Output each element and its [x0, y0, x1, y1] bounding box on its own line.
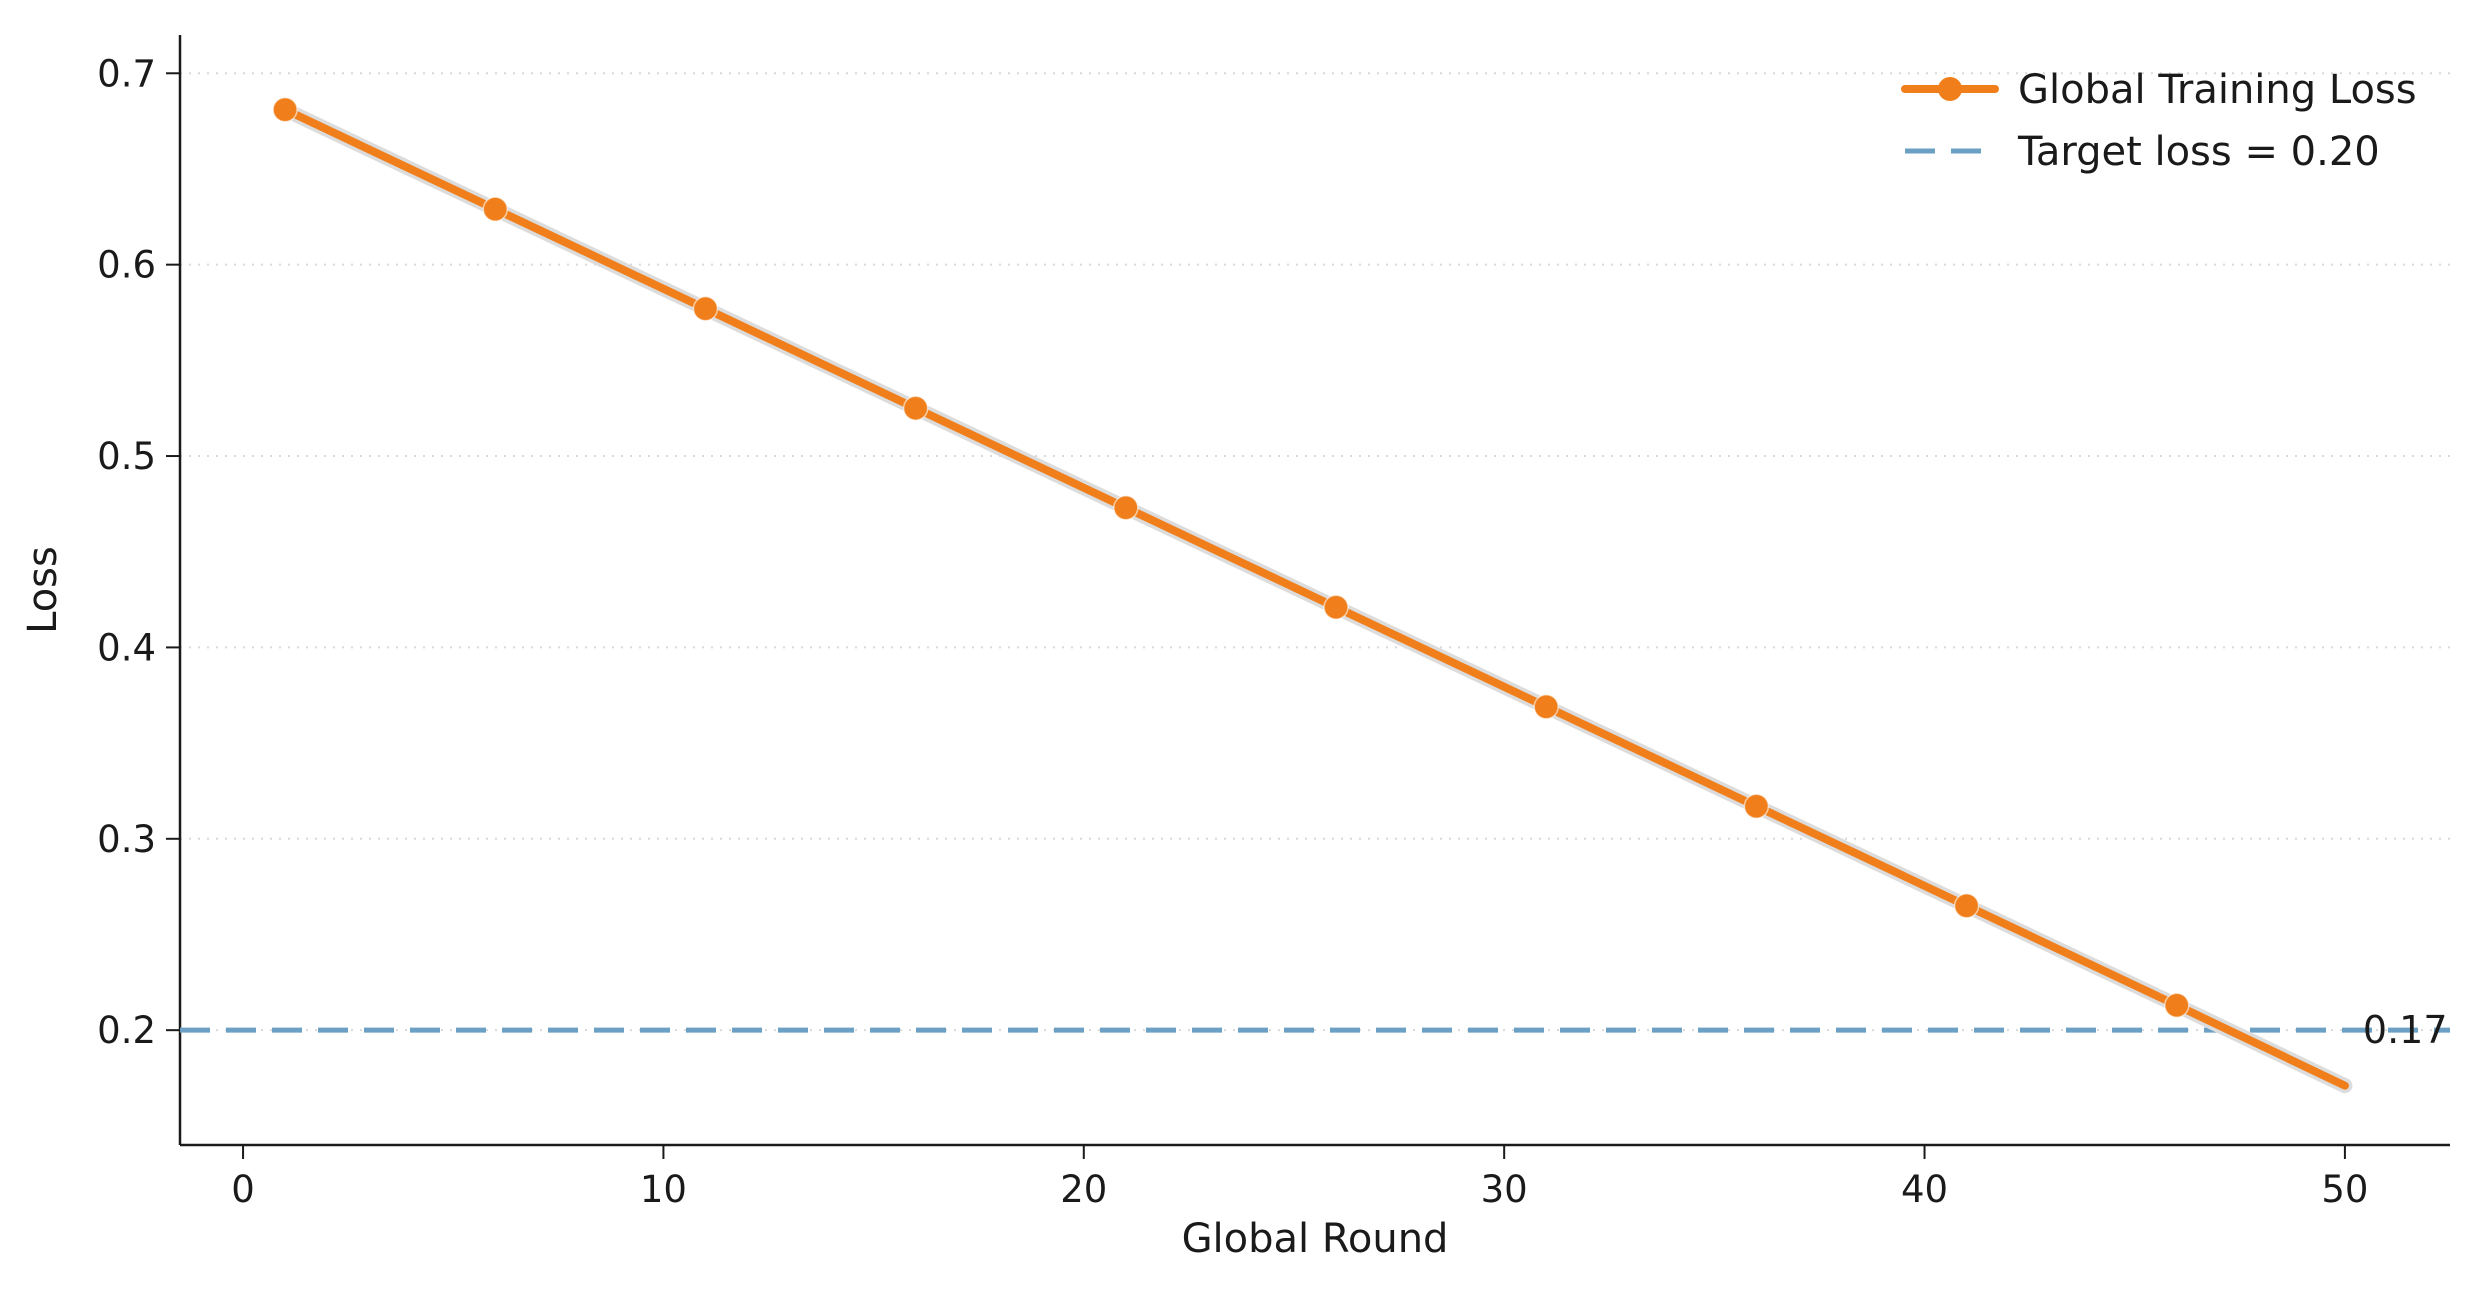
- legend-series-label: Global Training Loss: [2018, 67, 2417, 113]
- legend: Global Training Loss Target loss = 0.20: [1901, 67, 2417, 175]
- y-tick-label: 0.7: [97, 52, 156, 95]
- x-tick-label: 20: [1060, 1168, 1107, 1211]
- training-loss-line: [281, 105, 2349, 1090]
- training-loss-point: [692, 295, 719, 322]
- training-loss-point: [272, 96, 298, 123]
- labels-layer: Global Round Loss 0.17: [20, 546, 2448, 1262]
- y-tick-label: 0.2: [97, 1009, 156, 1052]
- x-tick-label: 0: [231, 1168, 255, 1211]
- training-loss-point: [1743, 793, 1770, 820]
- training-loss-point: [902, 395, 929, 421]
- training-loss-point: [2164, 992, 2190, 1019]
- x-tick-label: 50: [2321, 1168, 2368, 1211]
- x-tick-label: 40: [1901, 1168, 1948, 1211]
- training-loss-point: [1533, 693, 1559, 720]
- legend-series-marker: [1938, 77, 1962, 101]
- x-axis-label: Global Round: [1182, 1216, 1449, 1262]
- training-loss-point: [482, 196, 509, 222]
- training-loss-point: [1323, 594, 1349, 620]
- legend-target-label: Target loss = 0.20: [2017, 129, 2380, 175]
- axes-layer: 0.2 0.3 0.4 0.5 0.6 0.7 0 10 20 30 40 50: [97, 35, 2450, 1211]
- x-tick-label: 30: [1481, 1168, 1528, 1211]
- x-tick-label: 10: [640, 1168, 687, 1211]
- y-tick-label: 0.5: [97, 435, 156, 478]
- y-axis-label: Loss: [20, 546, 66, 634]
- series-layer: [272, 96, 2353, 1094]
- y-tick-label: 0.4: [97, 626, 156, 669]
- end-value-annotation: 0.17: [2363, 1008, 2448, 1052]
- training-loss-point: [1953, 893, 1980, 919]
- training-loss-point: [1113, 494, 1139, 521]
- y-tick-label: 0.6: [97, 244, 156, 287]
- y-tick-label: 0.3: [97, 818, 156, 861]
